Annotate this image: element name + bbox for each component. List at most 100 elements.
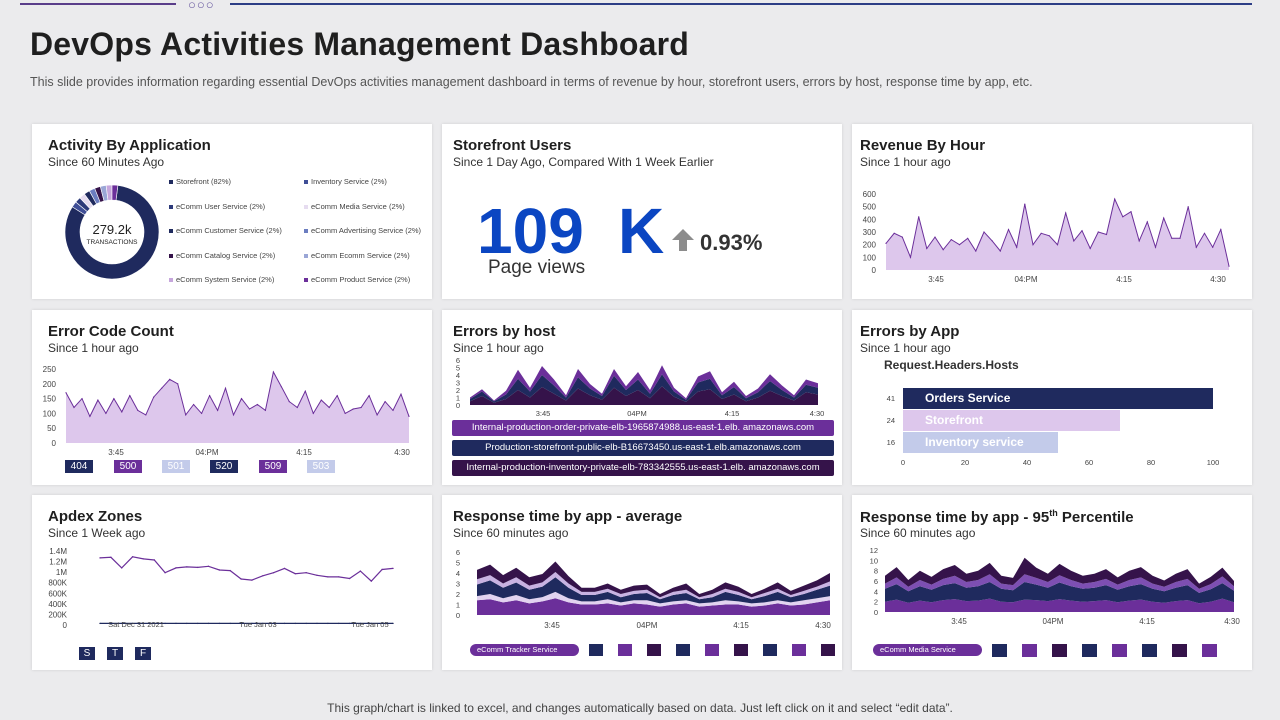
errorcode-point [248, 408, 251, 410]
arrow-up-icon [672, 229, 694, 251]
apdex-chip-t[interactable]: T [107, 647, 123, 660]
host-legend-bar[interactable]: Internal-production-inventory-private-el… [452, 460, 834, 476]
response-95th-legend-square[interactable] [1142, 644, 1157, 657]
revenue-ytick: 500 [863, 203, 877, 212]
revenue-area-chart[interactable]: 600 500 400 300 200 100 0 3:45 04:PM 4:15 4:30 [852, 184, 1252, 299]
resp-avg-ytick: 3 [456, 580, 460, 589]
panel-storefront-users[interactable]: Storefront Users Since 1 Day Ago, Compar… [442, 124, 842, 299]
response-95th-legend-square[interactable] [1172, 644, 1187, 657]
revenue-point [1048, 235, 1050, 237]
panel-response-time-95th[interactable]: Response time by app - 95th Percentile S… [852, 495, 1252, 670]
panel-errors-by-app[interactable]: Errors by App Since 1 hour ago Request.H… [852, 310, 1252, 485]
errorcode-point [232, 414, 235, 416]
donut-slice-ecomm-product-service [111, 184, 119, 201]
error-code-area-chart[interactable]: 250 200 150 100 50 0 3:45 04:PM 4:15 4:30 [32, 360, 432, 460]
errorcode-point [185, 414, 187, 416]
response-average-legend-square[interactable] [734, 644, 748, 656]
apdex-baseline-point [175, 622, 177, 625]
errorcode-point [137, 409, 139, 411]
apdex-baseline-point [283, 622, 286, 625]
panel-title-end: Percentile [1061, 509, 1134, 526]
response-average-legend-square[interactable] [763, 644, 777, 656]
errors-by-app-bar-chart[interactable]: Orders Service 41 Storefront 24 Inventory se… [852, 375, 1252, 470]
apdex-apdex-point [142, 558, 145, 560]
errors-by-app-bar-label: Storefront [925, 413, 983, 427]
error-code-chip-500[interactable]: 500 [114, 460, 142, 473]
response-average-legend-square[interactable] [676, 644, 690, 656]
panel-subtitle: Since 1 hour ago [860, 155, 951, 169]
errorcode-point [145, 414, 147, 416]
response-95th-legend-square[interactable] [1082, 644, 1097, 657]
apdex-baseline-point [240, 622, 242, 625]
error-code-chip-520[interactable]: 520 [210, 460, 238, 473]
response-95th-legend-square[interactable] [1112, 644, 1127, 657]
resp-avg-xtick: 3:45 [544, 621, 560, 630]
error-code-chip-404[interactable]: 404 [65, 460, 93, 473]
errors-by-app-xtick: 100 [1207, 458, 1220, 467]
response-95th-legend-square[interactable] [992, 644, 1007, 657]
apdex-apdex-point [251, 579, 253, 581]
apdex-baseline-point [381, 622, 383, 625]
revenue-point [1114, 198, 1116, 200]
response-average-legend-square[interactable] [705, 644, 719, 656]
panel-title-sup: th [1049, 508, 1058, 518]
response-average-legend-pill[interactable]: eComm Tracker Service [470, 644, 579, 656]
revenue-point [1040, 232, 1042, 234]
error-code-chip-503[interactable]: 503 [307, 460, 335, 473]
apdex-apdex-point [240, 578, 242, 580]
response-95th-legend-square[interactable] [1202, 644, 1217, 657]
errorcode-point [296, 406, 298, 409]
legend-label: Storefront (82%) [176, 177, 232, 186]
legend-label: eComm User Service (2%) [176, 201, 266, 211]
apdex-chip-s[interactable]: S [79, 647, 95, 660]
response-average-stacked-area-chart[interactable]: 6 54 32 10 3:45 04PM 4:15 4:30 [442, 547, 842, 632]
error-code-chip-501[interactable]: 501 [162, 460, 190, 473]
errorcode-point [328, 406, 330, 409]
apdex-apdex-line [99, 556, 394, 582]
response-95th-legend-square[interactable] [1052, 644, 1067, 657]
activity-legend-item: eComm Product Service (2%) [304, 275, 410, 284]
panel-response-time-average[interactable]: Response time by app - average Since 60 … [442, 495, 842, 670]
revenue-ytick: 200 [863, 241, 877, 250]
errorcode-point [153, 396, 155, 398]
legend-label: eComm Catalog Service (2%) [176, 250, 276, 260]
errorshost-xtick: 3:45 [536, 409, 551, 418]
errorcode-line [65, 370, 410, 418]
response-average-legend-square[interactable] [618, 644, 632, 656]
apdex-chip-f[interactable]: F [135, 647, 151, 660]
revenue-point [1203, 232, 1206, 234]
host-legend-bar[interactable]: Internal-production-order-private-elb-19… [452, 420, 834, 436]
panel-subtitle: Since 60 Minutes Ago [48, 155, 165, 169]
errorcode-point [376, 414, 378, 416]
panel-apdex-zones[interactable]: Apdex Zones Since 1 Week ago 1.4M 1.2M 1M 8… [32, 495, 432, 670]
errorcode-point [408, 415, 410, 417]
revenue-point [958, 244, 961, 246]
legend-swatch [304, 253, 308, 258]
activity-donut-chart[interactable]: 279.2k TRANSACTIONS [62, 182, 162, 282]
panel-revenue-by-hour[interactable]: Revenue By Hour Since 1 hour ago 600 500 4… [852, 124, 1252, 299]
panel-error-code-count[interactable]: Error Code Count Since 1 hour ago 250 200… [32, 310, 432, 485]
errorcode-point [113, 398, 115, 400]
resp-avg-series-s3 [477, 577, 830, 604]
response-average-legend-square[interactable] [792, 644, 806, 656]
response-95th-legend-square[interactable] [1022, 644, 1037, 657]
apdex-apdex-point [207, 565, 210, 567]
revenue-area [886, 199, 1229, 270]
top-rule-line [230, 3, 1252, 5]
panel-activity-by-application[interactable]: Activity By Application Since 60 Minutes… [32, 124, 432, 299]
host-legend-bar[interactable]: Production-storefront-public-elb-B166734… [452, 440, 834, 456]
error-code-chip-509[interactable]: 509 [259, 460, 287, 473]
response-95th-legend-pill[interactable]: eComm Media Service [873, 644, 982, 656]
resp-avg-series-s2 [477, 591, 830, 607]
errorcode-point [81, 398, 83, 400]
response-average-legend-square[interactable] [589, 644, 603, 656]
errorcode-xtick: 4:15 [296, 448, 312, 457]
errorshost-ytick: 1 [456, 394, 460, 403]
response-average-legend-square[interactable] [821, 644, 835, 656]
apdex-ytick: 0 [63, 621, 68, 630]
response-average-legend-square[interactable] [647, 644, 661, 656]
